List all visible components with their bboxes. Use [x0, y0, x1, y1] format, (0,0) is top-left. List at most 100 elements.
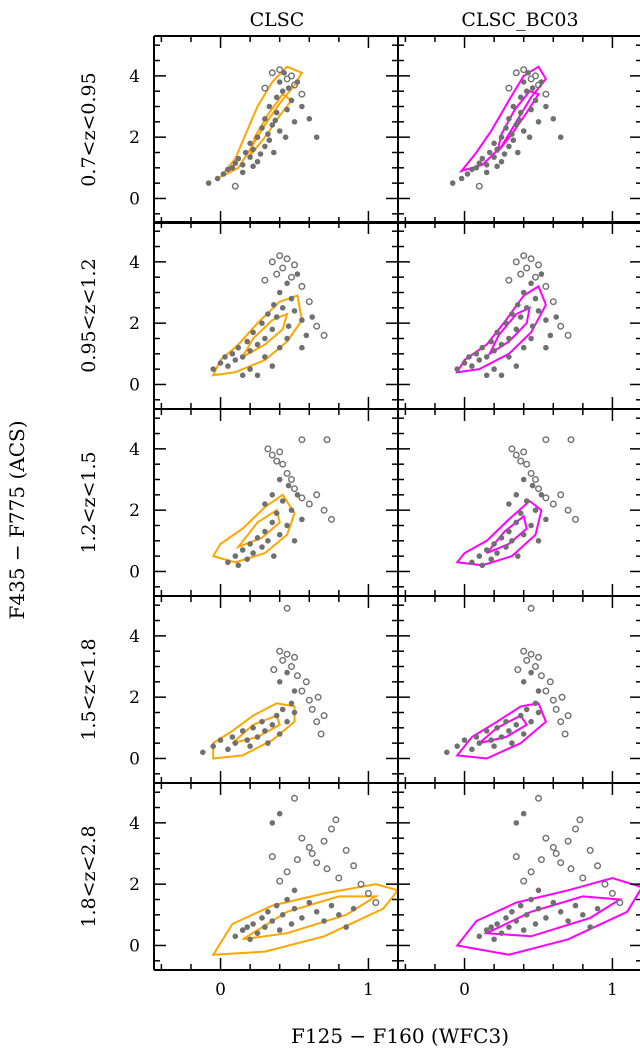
data-point-filled — [284, 896, 290, 903]
data-point-filled — [239, 354, 246, 360]
panel-plot-area — [455, 436, 580, 569]
panel-plot-area — [455, 794, 640, 956]
data-point-filled — [235, 562, 242, 569]
data-point-filled — [343, 924, 350, 930]
data-point-open — [342, 846, 350, 854]
data-point-filled — [488, 556, 495, 562]
data-point-open — [320, 506, 328, 514]
data-point-filled — [276, 79, 283, 85]
data-point-open — [561, 730, 569, 738]
data-point-open — [298, 436, 306, 444]
data-point-filled — [473, 165, 480, 171]
data-point-open — [527, 868, 535, 876]
data-point-filled — [587, 924, 593, 930]
data-point-filled — [303, 332, 310, 339]
data-point-open — [313, 491, 321, 499]
data-point-filled — [259, 125, 265, 131]
data-point-filled — [494, 146, 500, 153]
data-point-filled — [265, 131, 271, 137]
data-point-filled — [232, 357, 239, 363]
data-point-filled — [476, 160, 483, 166]
data-point-open — [508, 445, 516, 453]
data-point-filled — [479, 155, 486, 162]
panel-grid: 0 2 4 0.7<z<0.95 0 2 4 0.95<z<1.2 0 2 4 1.2<z<1.5 0 2… — [78, 35, 640, 1000]
data-point-filled — [449, 180, 456, 186]
data-point-open — [512, 69, 520, 77]
x-axis-title: F125 − F160 (WFC3) — [291, 1024, 509, 1048]
data-point-open — [579, 874, 587, 882]
data-point-filled — [479, 344, 486, 351]
data-point-open — [305, 696, 313, 704]
panel-plot-area — [210, 252, 328, 379]
data-point-open — [512, 853, 520, 861]
data-point-filled — [276, 344, 283, 351]
data-point-filled — [291, 905, 298, 912]
data-point-open — [291, 794, 299, 802]
data-point-filled — [483, 169, 490, 176]
panel-r0-c0: 0 2 4 0.7<z<0.95 — [78, 35, 399, 224]
row-label: 0.7<z<0.95 — [78, 72, 100, 186]
data-point-open — [532, 476, 540, 484]
data-point-filled — [350, 905, 357, 912]
data-point-open — [298, 687, 306, 695]
data-point-open — [364, 889, 372, 897]
data-point-filled — [239, 372, 246, 379]
data-point-filled — [520, 679, 527, 685]
data-point-filled — [269, 820, 276, 826]
data-point-open — [517, 270, 525, 278]
data-point-filled — [254, 734, 261, 740]
column-title-clsc: CLSC — [250, 9, 305, 31]
data-point-open — [520, 877, 528, 885]
panel-plot-area — [200, 604, 328, 760]
data-point-open — [520, 252, 528, 260]
data-point-filled — [285, 482, 292, 489]
data-point-filled — [229, 165, 236, 171]
data-point-filled — [279, 498, 286, 504]
data-point-open — [549, 843, 557, 851]
x-tick-label: 1 — [607, 980, 618, 1000]
data-point-open — [320, 331, 328, 339]
panel-r1-c1 — [397, 221, 640, 410]
data-point-open — [505, 276, 513, 284]
data-point-filled — [269, 722, 276, 728]
data-point-filled — [506, 143, 512, 150]
data-point-filled — [515, 149, 521, 156]
data-point-open — [302, 678, 310, 686]
data-point-open — [542, 282, 550, 290]
data-point-filled — [506, 728, 512, 734]
panel-plot-area — [211, 436, 336, 569]
data-point-filled — [498, 734, 505, 740]
data-point-filled — [535, 308, 542, 314]
data-point-filled — [494, 550, 500, 556]
data-point-filled — [262, 335, 268, 342]
data-point-filled — [520, 128, 527, 134]
data-point-filled — [235, 155, 242, 162]
data-point-filled — [247, 366, 253, 372]
data-point-filled — [210, 366, 216, 372]
data-point-filled — [444, 749, 450, 756]
data-point-filled — [225, 363, 231, 369]
data-point-open — [276, 252, 284, 260]
data-point-filled — [291, 308, 298, 314]
data-point-filled — [506, 354, 512, 360]
data-point-filled — [247, 140, 253, 147]
data-point-filled — [239, 162, 246, 168]
data-point-open — [537, 856, 545, 864]
data-point-filled — [494, 921, 500, 927]
data-point-open — [298, 494, 306, 502]
data-point-filled — [265, 740, 271, 746]
data-point-filled — [265, 538, 271, 544]
data-point-filled — [285, 85, 292, 91]
data-point-open — [549, 500, 557, 508]
panel-plot-area — [454, 252, 572, 379]
data-point-open — [372, 899, 380, 907]
data-point-filled — [513, 363, 520, 369]
data-point-filled — [458, 175, 465, 182]
data-point-filled — [220, 171, 227, 177]
data-point-filled — [276, 927, 283, 933]
y-tick-label: 0 — [129, 562, 140, 582]
data-point-filled — [259, 544, 265, 550]
data-point-filled — [538, 79, 545, 85]
data-point-filled — [279, 88, 286, 94]
